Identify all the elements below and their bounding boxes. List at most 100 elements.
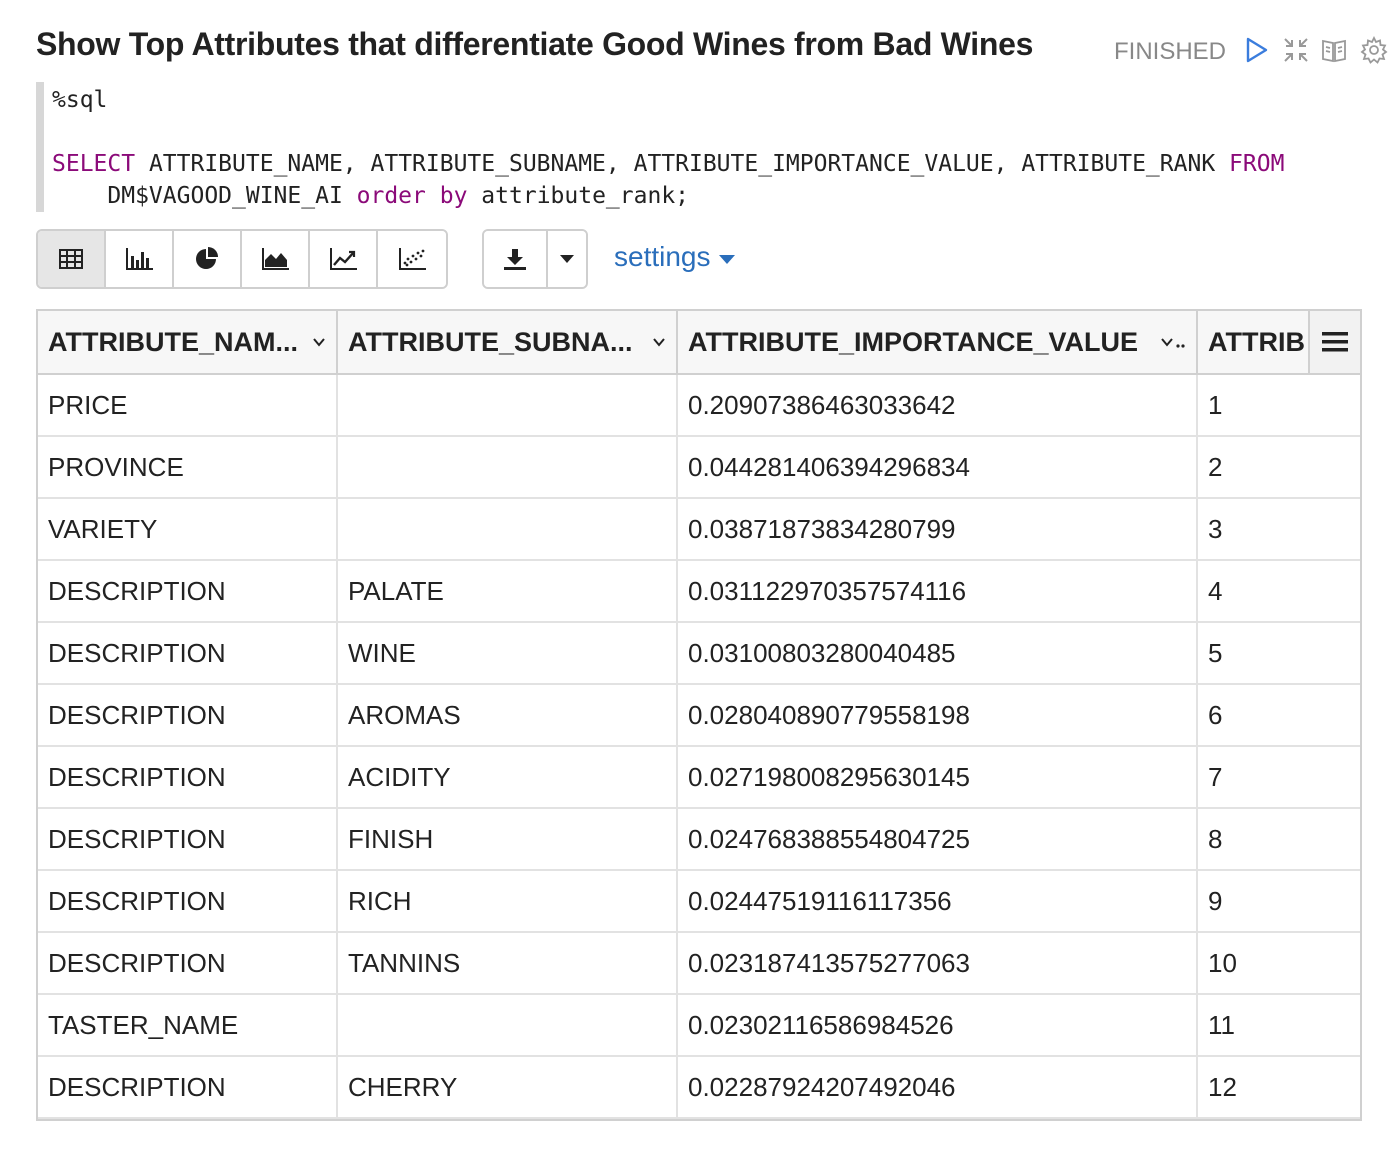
column-header-attribute-rank[interactable]: ATTRIB	[1198, 311, 1360, 373]
download-button-group	[482, 229, 588, 289]
cell-attribute-subname: RICH	[338, 871, 678, 933]
cell-importance-value: 0.044281406394296834	[678, 437, 1198, 499]
cell-attribute-name: DESCRIPTION	[38, 871, 338, 933]
grid-menu-button[interactable]	[1308, 311, 1360, 375]
hamburger-menu-icon	[1322, 332, 1348, 352]
sql-text: ATTRIBUTE_NAME, ATTRIBUTE_SUBNAME, ATTRI…	[135, 151, 1230, 177]
cell-importance-value: 0.031122970357574116	[678, 561, 1198, 623]
table-row[interactable]: DESCRIPTION PALATE 0.031122970357574116 …	[38, 561, 1360, 623]
download-button[interactable]	[484, 231, 548, 287]
download-options-dropdown[interactable]	[548, 231, 586, 287]
cell-importance-value: 0.20907386463033642	[678, 375, 1198, 437]
column-header-attribute-subname[interactable]: ATTRIBUTE_SUBNA...	[338, 311, 678, 373]
settings-label: settings	[614, 241, 711, 272]
cell-attribute-subname: AROMAS	[338, 685, 678, 747]
code-editor[interactable]: %sql SELECT ATTRIBUTE_NAME, ATTRIBUTE_SU…	[36, 82, 1356, 212]
table-row[interactable]: DESCRIPTION ACIDITY 0.027198008295630145…	[38, 747, 1360, 809]
column-header-attribute-importance-value[interactable]: ATTRIBUTE_IMPORTANCE_VALUE	[678, 311, 1198, 373]
cell-attribute-name: DESCRIPTION	[38, 933, 338, 995]
book-icon[interactable]	[1320, 36, 1348, 64]
cell-attribute-name: DESCRIPTION	[38, 747, 338, 809]
scatter-chart-button[interactable]	[378, 231, 446, 287]
cell-rank: 3	[1198, 499, 1360, 561]
cell-importance-value: 0.03100803280040485	[678, 623, 1198, 685]
results-table: ATTRIBUTE_NAM... ATTRIBUTE_SUBNA... ATTR…	[36, 309, 1362, 1121]
cell-importance-value: 0.02447519116117356	[678, 871, 1198, 933]
column-header-label: ATTRIB	[1208, 326, 1305, 357]
editor-line: SELECT ATTRIBUTE_NAME, ATTRIBUTE_SUBNAME…	[52, 148, 1356, 180]
chevron-down-icon[interactable]	[652, 335, 666, 349]
caret-down-icon	[718, 254, 735, 264]
table-row[interactable]: VARIETY 0.03871873834280799 3	[38, 499, 1360, 561]
table-row[interactable]: PROVINCE 0.044281406394296834 2	[38, 437, 1360, 499]
cell-attribute-subname: CHERRY	[338, 1057, 678, 1119]
cell-importance-value: 0.024768388554804725	[678, 809, 1198, 871]
column-header-label: ATTRIBUTE_IMPORTANCE_VALUE	[688, 326, 1139, 357]
sql-space	[426, 183, 440, 209]
cell-importance-value: 0.028040890779558198	[678, 685, 1198, 747]
table-row[interactable]: PRICE 0.20907386463033642 1	[38, 375, 1360, 437]
cell-rank: 5	[1198, 623, 1360, 685]
table-row[interactable]: DESCRIPTION WINE 0.03100803280040485 5	[38, 623, 1360, 685]
cell-attribute-subname	[338, 375, 678, 437]
editor-line	[52, 116, 1356, 148]
paragraph-title: Show Top Attributes that differentiate G…	[36, 26, 1034, 62]
editor-line: DM$VAGOOD_WINE_AI order by attribute_ran…	[52, 180, 1356, 212]
sql-keyword: SELECT	[52, 151, 136, 177]
bar-chart-button[interactable]	[106, 231, 174, 287]
line-chart-button[interactable]	[310, 231, 378, 287]
settings-dropdown[interactable]: settings	[614, 241, 735, 273]
cell-attribute-subname	[338, 437, 678, 499]
cell-importance-value: 0.03871873834280799	[678, 499, 1198, 561]
cell-rank: 4	[1198, 561, 1360, 623]
cell-attribute-name: TASTER_NAME	[38, 995, 338, 1057]
cell-importance-value: 0.027198008295630145	[678, 747, 1198, 809]
cell-attribute-name: DESCRIPTION	[38, 1057, 338, 1119]
cell-attribute-name: PROVINCE	[38, 437, 338, 499]
cell-attribute-subname	[338, 499, 678, 561]
gear-icon[interactable]	[1360, 36, 1388, 64]
cell-rank: 1	[1198, 375, 1360, 437]
area-chart-button[interactable]	[242, 231, 310, 287]
chevron-down-icon[interactable]	[1160, 335, 1186, 349]
cell-rank: 9	[1198, 871, 1360, 933]
interpreter-directive: %sql	[52, 87, 108, 113]
cell-importance-value: 0.02287924207492046	[678, 1057, 1198, 1119]
cell-rank: 7	[1198, 747, 1360, 809]
table-row[interactable]: TASTER_NAME 0.02302116586984526 11	[38, 995, 1360, 1057]
cell-importance-value: 0.023187413575277063	[678, 933, 1198, 995]
table-row[interactable]: DESCRIPTION TANNINS 0.023187413575277063…	[38, 933, 1360, 995]
table-view-button[interactable]	[38, 231, 106, 287]
sql-keyword: FROM	[1229, 151, 1285, 177]
table-row[interactable]: DESCRIPTION CHERRY 0.02287924207492046 1…	[38, 1057, 1360, 1119]
view-button-group	[36, 229, 448, 289]
cell-attribute-subname: ACIDITY	[338, 747, 678, 809]
cell-rank: 6	[1198, 685, 1360, 747]
cell-attribute-subname: TANNINS	[338, 933, 678, 995]
cell-attribute-subname: FINISH	[338, 809, 678, 871]
table-icon	[59, 249, 83, 269]
cell-rank: 11	[1198, 995, 1360, 1057]
cell-attribute-name: DESCRIPTION	[38, 623, 338, 685]
sql-keyword: order	[356, 183, 426, 209]
table-row[interactable]: DESCRIPTION FINISH 0.024768388554804725 …	[38, 809, 1360, 871]
column-header-label: ATTRIBUTE_NAM...	[48, 326, 298, 357]
chevron-down-icon[interactable]	[312, 335, 326, 349]
run-icon[interactable]	[1242, 36, 1270, 64]
cell-attribute-subname: WINE	[338, 623, 678, 685]
cell-attribute-name: VARIETY	[38, 499, 338, 561]
cell-rank: 12	[1198, 1057, 1360, 1119]
status-label: FINISHED	[1114, 38, 1227, 65]
cell-attribute-subname: PALATE	[338, 561, 678, 623]
cell-attribute-name: DESCRIPTION	[38, 685, 338, 747]
cell-importance-value: 0.02302116586984526	[678, 995, 1198, 1057]
collapse-icon[interactable]	[1282, 36, 1310, 64]
cell-rank: 10	[1198, 933, 1360, 995]
pie-chart-button[interactable]	[174, 231, 242, 287]
column-header-attribute-name[interactable]: ATTRIBUTE_NAM...	[38, 311, 338, 373]
table-row[interactable]: DESCRIPTION AROMAS 0.028040890779558198 …	[38, 685, 1360, 747]
table-row[interactable]: DESCRIPTION RICH 0.02447519116117356 9	[38, 871, 1360, 933]
cell-attribute-name: PRICE	[38, 375, 338, 437]
line-chart-icon	[330, 248, 357, 270]
caret-down-icon	[560, 255, 574, 263]
